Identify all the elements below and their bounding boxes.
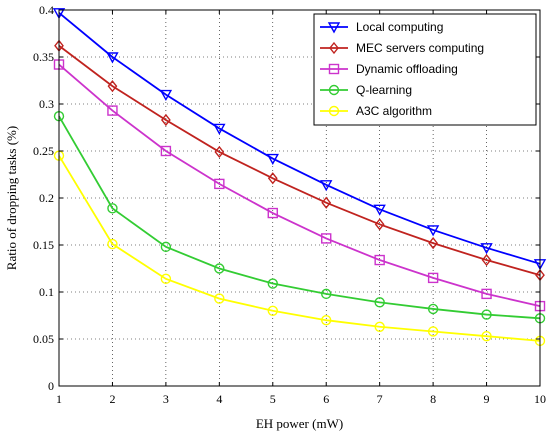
legend: Local computing MEC servers computing Dyna…: [313, 13, 537, 126]
data-point: [267, 207, 278, 219]
data-point: [107, 105, 118, 116]
y-tick-label: 0.3: [39, 97, 54, 111]
series-line: [58, 155, 541, 342]
data-point: [374, 297, 385, 308]
data-point: [427, 272, 439, 284]
series-a3c-algorithm: [53, 150, 546, 347]
data-point: [214, 145, 225, 159]
data-point: [160, 145, 172, 157]
data-point: [160, 273, 172, 285]
legend-item: Dynamic offloading: [320, 62, 458, 76]
data-point: [159, 89, 173, 102]
data-point: [321, 233, 332, 244]
data-point: [266, 153, 279, 165]
data-point: [106, 52, 119, 64]
y-tick-label: 0.05: [33, 332, 54, 346]
data-point: [427, 303, 439, 315]
x-tick-label: 9: [484, 392, 490, 406]
data-point: [374, 321, 385, 332]
data-point: [481, 253, 492, 267]
x-tick-label: 7: [377, 392, 383, 406]
data-point: [214, 178, 225, 190]
x-tick-label: 4: [216, 392, 222, 406]
series-layer: [52, 8, 547, 347]
data-point: [374, 218, 385, 231]
y-tick-label: 0.4: [39, 3, 54, 17]
y-tick-label: 0: [48, 379, 54, 393]
data-point: [160, 241, 172, 253]
data-point: [107, 238, 118, 250]
legend-item: A3C algorithm: [320, 104, 432, 118]
data-point: [52, 8, 66, 20]
series-line: [58, 12, 541, 265]
x-tick-label: 10: [534, 392, 546, 406]
y-tick-label: 0.25: [33, 144, 54, 158]
data-point: [267, 172, 278, 185]
series-line: [58, 115, 541, 320]
y-tick-label: 0.2: [39, 191, 54, 205]
legend-label: Dynamic offloading: [356, 62, 458, 76]
legend-label: Local computing: [356, 20, 443, 34]
data-point: [321, 315, 332, 326]
legend-marker: [327, 22, 341, 34]
x-tick-label: 3: [163, 392, 169, 406]
x-tick-label: 6: [323, 392, 329, 406]
data-point: [267, 278, 278, 289]
data-point: [481, 288, 492, 300]
y-axis-title: Ratio of dropping tasks (%): [4, 126, 19, 270]
data-point: [373, 204, 386, 216]
x-tick-label: 5: [270, 392, 276, 406]
series-mec-servers-computing: [54, 39, 545, 282]
legend-marker: [329, 41, 339, 55]
data-point: [426, 225, 440, 237]
data-point: [481, 330, 492, 342]
legend-box: [313, 13, 537, 126]
axis-ticks: 1 2 3 4 5 6 7 8 9 10 0 0.05 0.1 0.15 0.2 0.25 0.3 0.35 0.4: [33, 3, 546, 406]
data-point: [427, 326, 439, 337]
data-point: [107, 80, 118, 93]
x-tick-label: 8: [430, 392, 436, 406]
legend-label: A3C algorithm: [356, 104, 432, 118]
y-tick-label: 0.15: [33, 238, 54, 252]
data-point: [107, 203, 118, 214]
data-point: [214, 293, 225, 304]
data-point: [321, 196, 332, 209]
legend-item: Q-learning: [320, 83, 412, 97]
x-tick-label: 1: [56, 392, 62, 406]
series-line: [58, 63, 541, 307]
data-point: [428, 236, 439, 250]
legend-marker: [328, 105, 340, 117]
x-axis-title: EH power (mW): [256, 416, 343, 431]
data-point: [160, 113, 171, 127]
y-tick-label: 0.35: [33, 50, 54, 64]
data-point: [320, 180, 333, 192]
legend-marker: [328, 63, 340, 75]
data-point: [374, 254, 385, 266]
legend-label: MEC servers computing: [356, 41, 484, 55]
data-point: [480, 243, 493, 255]
data-point: [213, 123, 226, 135]
x-tick-label: 2: [109, 392, 115, 406]
series-q-learning: [53, 111, 546, 324]
data-point: [267, 305, 278, 316]
series-local-computing: [52, 8, 547, 271]
y-tick-label: 0.1: [39, 285, 54, 299]
series-line: [58, 45, 541, 276]
data-point: [214, 263, 225, 274]
legend-item: MEC servers computing: [320, 41, 484, 55]
legend-label: Q-learning: [356, 83, 412, 97]
data-point: [321, 288, 332, 300]
legend-marker: [328, 84, 340, 96]
legend-item: Local computing: [320, 20, 443, 34]
data-point: [481, 309, 492, 320]
